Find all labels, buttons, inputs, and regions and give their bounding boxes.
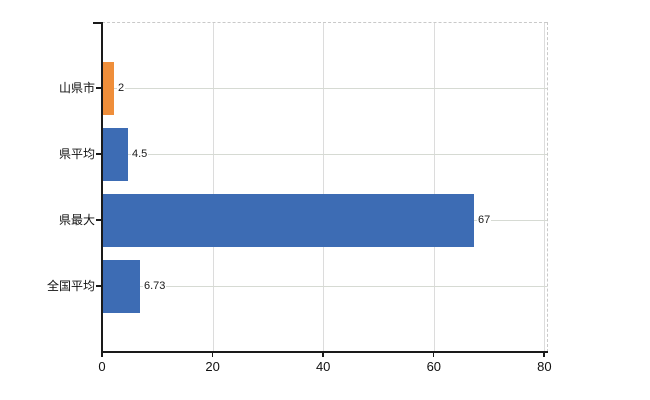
- x-axis-tick-label: 80: [537, 359, 552, 374]
- bar-3: [103, 259, 140, 313]
- y-axis-category-label: 県最大: [58, 213, 95, 227]
- plot-border-top: [102, 22, 547, 23]
- bar-value-label: 4.5: [131, 147, 149, 161]
- x-axis-tick-label: 60: [426, 359, 442, 374]
- y-axis-tick: [96, 219, 102, 221]
- y-axis-category-label: 山県市: [58, 81, 95, 95]
- y-axis-top-tick: [93, 22, 102, 24]
- x-axis-line: [101, 351, 548, 353]
- y-axis-tick: [96, 285, 102, 287]
- y-axis-line: [101, 22, 103, 352]
- y-axis-tick: [96, 87, 102, 89]
- y-axis-category-label: 県平均: [58, 147, 95, 161]
- category-gridline: [103, 286, 547, 287]
- bar-value-label: 2: [117, 81, 126, 95]
- x-axis-tick: [101, 352, 103, 357]
- x-axis-tick: [543, 352, 545, 357]
- category-gridline: [103, 154, 547, 155]
- x-axis-tick-label: 0: [98, 359, 106, 374]
- x-axis-tick-label: 40: [315, 359, 331, 374]
- x-axis-tick-label: 20: [205, 359, 220, 374]
- bar-value-label: 6.73: [143, 279, 167, 293]
- x-gridline: [544, 22, 546, 352]
- x-axis-tick: [432, 352, 435, 357]
- y-axis-tick: [96, 153, 102, 155]
- x-axis-tick: [211, 352, 214, 357]
- y-axis-category-label: 全国平均: [46, 279, 95, 293]
- bar-value-label: 67: [477, 213, 492, 227]
- bar-2: [103, 193, 474, 247]
- x-gridline: [323, 22, 325, 352]
- x-axis-tick: [322, 352, 324, 357]
- plot-border-right: [547, 22, 548, 352]
- x-gridline: [433, 22, 435, 352]
- category-gridline: [103, 88, 547, 89]
- bar-1: [103, 127, 128, 181]
- x-gridline: [212, 22, 214, 352]
- bar-0: [103, 61, 114, 115]
